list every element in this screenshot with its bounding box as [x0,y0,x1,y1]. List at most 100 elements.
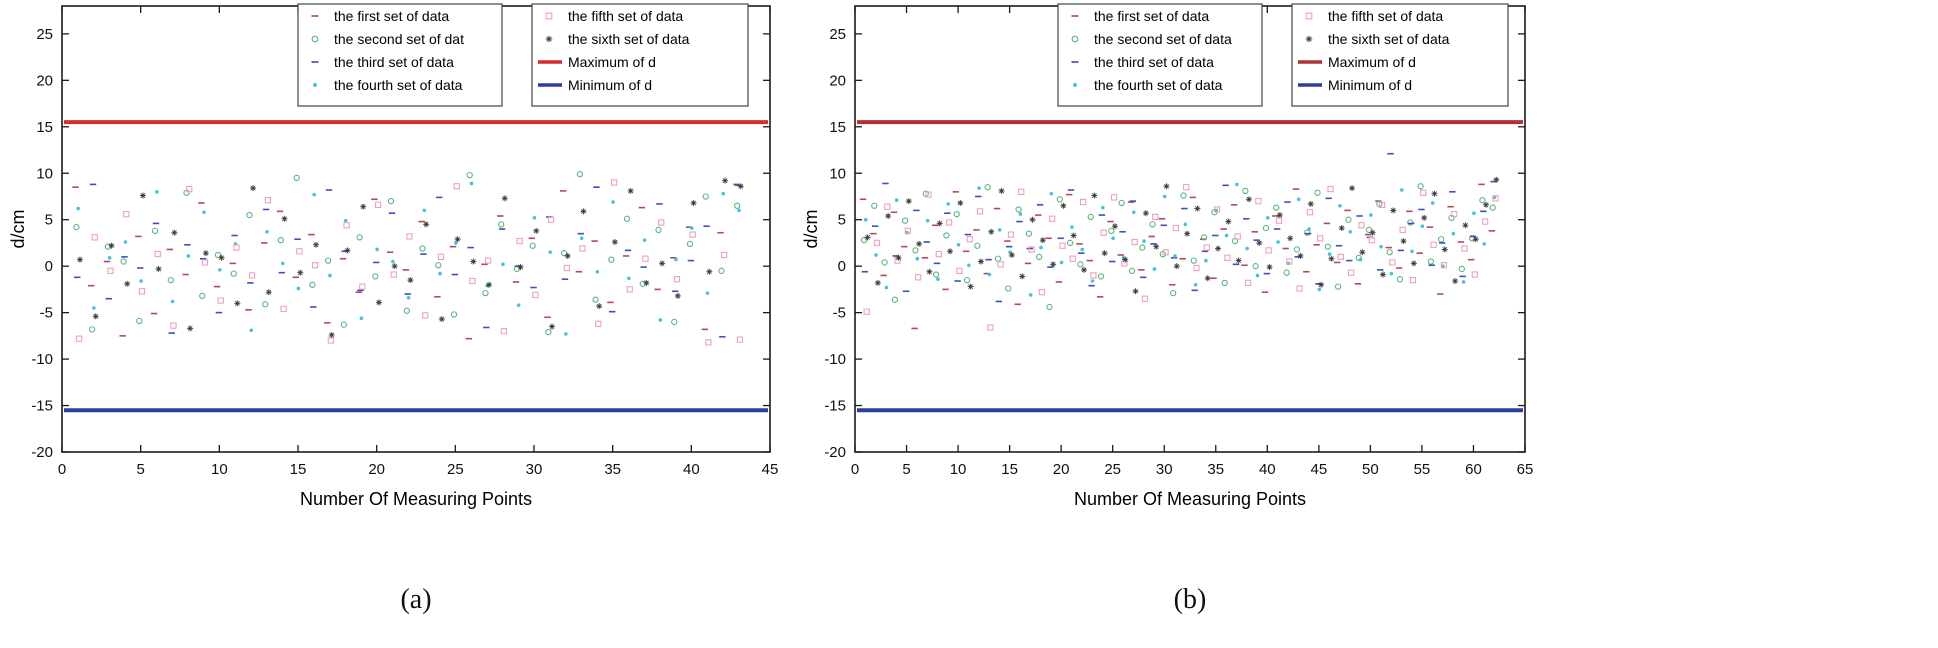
data-point [1190,257,1197,264]
data-point [873,239,881,247]
data-point [1200,234,1208,241]
data-point [596,303,603,310]
data-point [935,250,942,258]
data-point [1090,272,1097,279]
legend-box: the fifth set of data the sixth set of da… [531,3,749,107]
data-point [608,256,615,263]
legend-label: the fourth set of data [334,77,463,93]
data-point [1070,232,1077,239]
data-point [1081,266,1088,273]
data-point [91,234,98,241]
data-point [1005,285,1012,292]
data-point [1276,240,1280,244]
data-point [905,198,912,205]
data-point [1018,188,1025,195]
data-point [438,271,442,276]
data-point [1162,194,1167,199]
data-point [643,279,650,286]
data-point [1170,289,1177,297]
data-point [139,192,146,199]
data-point [1438,236,1445,243]
data-point [1183,184,1190,191]
data-point [722,177,729,184]
data-point [249,328,254,333]
x-tick-label: 55 [1414,461,1431,478]
y-axis-label: d/cm [801,209,821,248]
legend-frame [297,3,503,107]
data-point [218,254,225,261]
data-point [435,262,442,269]
data-point [107,267,114,274]
data-point [1066,239,1074,247]
data-point [997,228,1002,232]
data-point [120,258,127,265]
y-tick-label: 5 [45,212,53,229]
data-point [324,257,332,264]
data-point [1493,176,1500,183]
data-point [592,296,599,303]
data-point [984,184,991,191]
data-point [671,318,678,326]
data-point [1482,242,1487,246]
data-point [611,239,618,246]
data-point [340,321,347,328]
y-tick-label: -15 [31,398,53,415]
data-point [689,226,694,230]
data-point [529,242,536,249]
data-point [501,262,505,267]
data-point [734,202,741,209]
x-tick-label: 15 [1001,461,1018,478]
data-point [1163,183,1170,190]
data-point [1338,203,1342,208]
data-point [1087,213,1094,221]
legend-label: the first set of data [1094,8,1209,24]
x-tick-label: 20 [368,461,385,478]
data-point [1345,216,1352,223]
y-tick-label: -5 [40,305,53,322]
legend-label: Maximum of d [1328,54,1416,70]
data-point [926,268,933,275]
data-point [655,226,662,234]
data-point [1378,201,1386,208]
data-point [1073,83,1077,87]
data-point [932,271,940,278]
data-point [469,181,474,186]
data-point [997,261,1004,268]
data-point [1153,243,1160,250]
data-point [375,247,379,252]
data-point [548,250,552,255]
data-point [469,277,476,285]
data-point [470,258,477,265]
data-point [956,267,963,274]
data-point [136,317,143,325]
data-point [967,283,974,290]
data-point [1183,222,1188,227]
data-point [1266,264,1273,271]
data-point [579,245,586,252]
data-point [1348,229,1353,234]
y-tick-label: 15 [36,119,53,136]
data-point [1139,244,1146,251]
data-point [1180,192,1187,199]
data-point [976,208,984,215]
data-point [1071,35,1079,43]
data-point [579,236,584,241]
legend-label: the second set of data [1094,31,1232,47]
data-point [296,286,301,291]
data-point [947,248,954,255]
data-point [1111,236,1115,241]
x-tick-label: 5 [136,461,144,478]
data-point [987,324,994,331]
caption-a: (a) [400,584,432,615]
data-point [1349,185,1356,192]
data-point [1365,226,1373,234]
data-point [1059,260,1064,265]
data-point [359,316,364,321]
data-point [860,236,868,244]
data-point [532,216,537,220]
data-point [1050,261,1057,268]
data-point [1184,230,1191,237]
legend-label: the third set of data [1094,54,1214,70]
series-3 [861,152,1497,303]
data-point [736,336,744,343]
